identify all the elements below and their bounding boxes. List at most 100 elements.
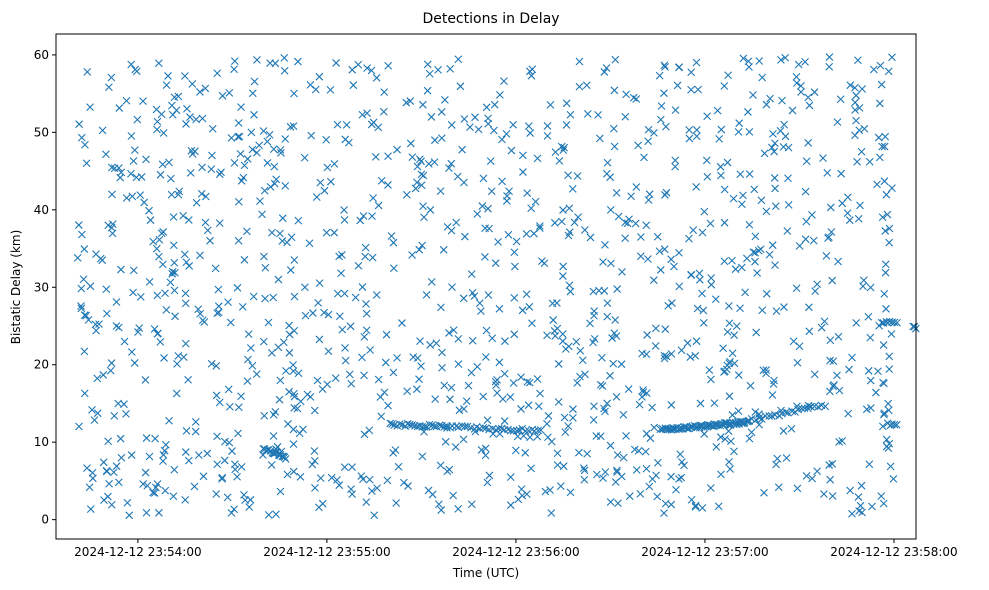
data-point bbox=[888, 184, 896, 193]
data-point bbox=[792, 284, 801, 293]
data-point bbox=[258, 210, 266, 219]
data-point bbox=[877, 80, 886, 89]
data-point bbox=[856, 501, 865, 510]
x-tick-label: 2024-12-12 23:58:00 bbox=[830, 545, 957, 559]
data-point bbox=[481, 353, 490, 361]
data-point bbox=[234, 236, 243, 245]
data-point bbox=[218, 473, 227, 482]
data-point bbox=[108, 220, 117, 229]
data-point bbox=[312, 193, 321, 202]
data-point bbox=[250, 110, 258, 119]
data-point bbox=[619, 453, 628, 462]
data-point bbox=[280, 66, 289, 75]
data-point bbox=[641, 447, 650, 456]
data-point bbox=[724, 71, 733, 80]
data-point bbox=[143, 481, 152, 490]
data-point bbox=[885, 224, 894, 233]
data-point bbox=[196, 309, 205, 318]
data-point bbox=[435, 421, 444, 430]
data-point bbox=[406, 139, 415, 148]
data-point bbox=[521, 427, 530, 435]
data-point bbox=[884, 406, 893, 415]
data-point bbox=[115, 104, 124, 112]
data-point bbox=[92, 250, 100, 259]
data-point bbox=[497, 424, 506, 433]
data-point bbox=[603, 158, 612, 167]
data-point bbox=[283, 470, 292, 479]
data-point bbox=[285, 387, 293, 396]
data-point bbox=[580, 475, 589, 484]
data-point bbox=[242, 227, 251, 236]
data-point bbox=[639, 388, 648, 397]
data-point bbox=[104, 83, 113, 92]
data-point bbox=[553, 461, 562, 469]
data-point bbox=[127, 451, 136, 459]
data-point bbox=[838, 199, 847, 208]
data-point bbox=[213, 69, 222, 78]
data-point bbox=[755, 420, 764, 429]
data-point bbox=[660, 89, 668, 98]
data-point bbox=[174, 92, 183, 101]
data-point bbox=[667, 255, 676, 264]
data-point bbox=[230, 505, 238, 514]
data-point bbox=[550, 218, 559, 227]
data-point bbox=[490, 126, 498, 135]
data-point bbox=[215, 219, 224, 228]
data-point bbox=[592, 432, 601, 440]
data-point bbox=[536, 426, 545, 435]
data-point bbox=[102, 150, 110, 159]
data-point bbox=[706, 484, 715, 492]
data-point bbox=[882, 190, 891, 199]
data-point bbox=[762, 369, 770, 378]
data-point bbox=[150, 325, 159, 333]
data-point bbox=[707, 280, 716, 289]
data-point bbox=[845, 216, 854, 225]
data-point bbox=[893, 318, 901, 327]
data-point bbox=[440, 95, 449, 104]
data-point bbox=[612, 393, 621, 401]
data-point bbox=[498, 177, 506, 186]
data-point bbox=[661, 122, 670, 131]
data-point bbox=[88, 405, 96, 414]
data-point bbox=[475, 299, 484, 308]
data-point bbox=[322, 135, 331, 144]
data-point bbox=[211, 264, 220, 273]
data-point bbox=[422, 290, 431, 299]
data-point bbox=[324, 347, 333, 356]
data-point bbox=[750, 185, 759, 194]
data-point bbox=[188, 150, 197, 158]
data-point bbox=[261, 263, 270, 272]
data-point bbox=[745, 434, 754, 443]
data-point bbox=[393, 353, 401, 362]
data-point bbox=[857, 147, 866, 156]
data-point bbox=[603, 299, 612, 307]
data-point bbox=[685, 234, 693, 243]
data-point bbox=[856, 201, 864, 210]
data-point bbox=[808, 210, 816, 219]
data-point bbox=[537, 257, 546, 266]
data-point bbox=[260, 186, 269, 195]
data-point bbox=[623, 219, 632, 228]
data-point bbox=[201, 192, 210, 201]
data-point bbox=[114, 399, 123, 408]
data-point bbox=[745, 170, 754, 178]
data-point bbox=[844, 409, 853, 418]
data-point bbox=[820, 317, 829, 326]
x-tick-label: 2024-12-12 23:54:00 bbox=[74, 545, 201, 559]
data-point bbox=[213, 309, 222, 318]
data-point bbox=[705, 366, 714, 375]
data-point bbox=[131, 65, 140, 74]
data-point bbox=[230, 158, 239, 167]
data-point bbox=[751, 257, 759, 266]
data-point bbox=[266, 59, 274, 68]
data-point bbox=[473, 362, 482, 371]
data-point bbox=[389, 368, 398, 377]
data-point bbox=[260, 411, 269, 420]
data-point bbox=[244, 355, 252, 364]
data-point bbox=[246, 495, 255, 504]
data-point bbox=[500, 369, 509, 378]
data-point bbox=[372, 73, 381, 82]
data-point bbox=[825, 53, 834, 61]
data-point bbox=[417, 181, 426, 190]
data-point bbox=[846, 486, 855, 495]
